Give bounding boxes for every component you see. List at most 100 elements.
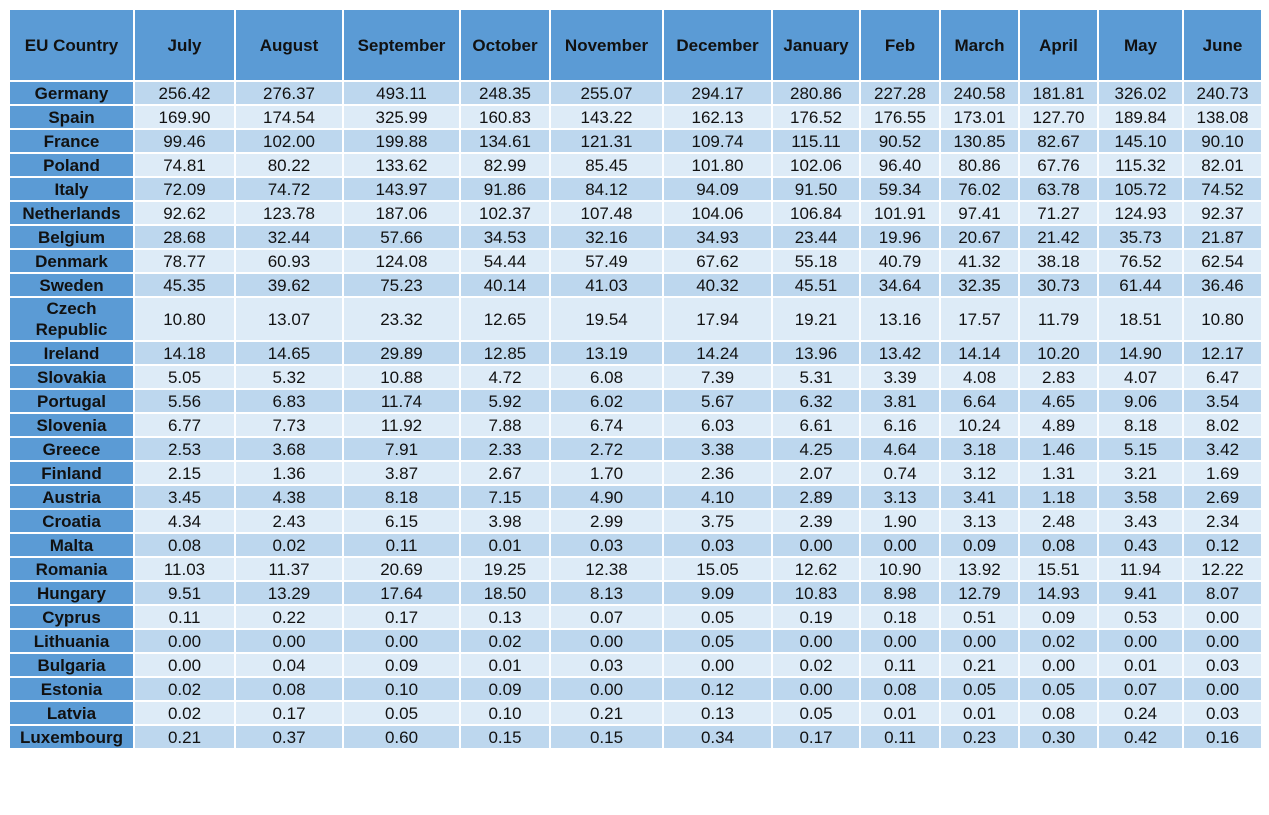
- value-cell: 0.01: [459, 532, 551, 558]
- header-cell: December: [662, 8, 773, 82]
- value-cell: 109.74: [662, 128, 773, 154]
- value-cell: 6.02: [549, 388, 664, 414]
- value-cell: 127.70: [1018, 104, 1099, 130]
- value-cell: 0.03: [549, 532, 664, 558]
- value-cell: 0.07: [1097, 676, 1184, 702]
- value-cell: 13.42: [859, 340, 941, 366]
- value-cell: 2.67: [459, 460, 551, 486]
- value-cell: 45.35: [133, 272, 236, 298]
- value-cell: 0.03: [549, 652, 664, 678]
- value-cell: 3.13: [939, 508, 1020, 534]
- country-cell: Romania: [8, 556, 135, 582]
- value-cell: 1.90: [859, 508, 941, 534]
- value-cell: 72.09: [133, 176, 236, 202]
- table-body: Germany 256.42 276.37 493.11 248.35 255.07 294…: [8, 80, 1263, 750]
- table-row: Romania 11.03 11.37 20.69 19.25 12.38 15.05 12.…: [8, 556, 1263, 582]
- value-cell: 106.84: [771, 200, 861, 226]
- table-row: Sweden 45.35 39.62 75.23 40.14 41.03 40.32 45.5…: [8, 272, 1263, 298]
- header-row: EU Country July August September October Nove…: [8, 8, 1263, 82]
- header-cell: July: [133, 8, 236, 82]
- value-cell: 3.81: [859, 388, 941, 414]
- value-cell: 12.62: [771, 556, 861, 582]
- value-cell: 7.39: [662, 364, 773, 390]
- value-cell: 74.52: [1182, 176, 1263, 202]
- value-cell: 0.01: [1097, 652, 1184, 678]
- country-cell: Ireland: [8, 340, 135, 366]
- value-cell: 0.09: [459, 676, 551, 702]
- value-cell: 67.76: [1018, 152, 1099, 178]
- value-cell: 1.18: [1018, 484, 1099, 510]
- value-cell: 10.80: [1182, 296, 1263, 342]
- value-cell: 20.69: [342, 556, 461, 582]
- country-cell: Bulgaria: [8, 652, 135, 678]
- value-cell: 2.43: [234, 508, 344, 534]
- value-cell: 32.16: [549, 224, 664, 250]
- value-cell: 11.79: [1018, 296, 1099, 342]
- value-cell: 2.07: [771, 460, 861, 486]
- value-cell: 40.79: [859, 248, 941, 274]
- value-cell: 41.03: [549, 272, 664, 298]
- value-cell: 0.11: [133, 604, 236, 630]
- value-cell: 40.32: [662, 272, 773, 298]
- value-cell: 0.00: [771, 628, 861, 654]
- value-cell: 11.74: [342, 388, 461, 414]
- value-cell: 32.35: [939, 272, 1020, 298]
- value-cell: 160.83: [459, 104, 551, 130]
- value-cell: 0.05: [342, 700, 461, 726]
- value-cell: 0.11: [859, 652, 941, 678]
- value-cell: 85.45: [549, 152, 664, 178]
- value-cell: 2.72: [549, 436, 664, 462]
- value-cell: 0.00: [234, 628, 344, 654]
- value-cell: 67.62: [662, 248, 773, 274]
- value-cell: 10.24: [939, 412, 1020, 438]
- value-cell: 0.37: [234, 724, 344, 750]
- value-cell: 13.92: [939, 556, 1020, 582]
- value-cell: 15.05: [662, 556, 773, 582]
- value-cell: 162.13: [662, 104, 773, 130]
- value-cell: 5.15: [1097, 436, 1184, 462]
- value-cell: 84.12: [549, 176, 664, 202]
- value-cell: 0.12: [1182, 532, 1263, 558]
- value-cell: 1.69: [1182, 460, 1263, 486]
- value-cell: 76.52: [1097, 248, 1184, 274]
- table-row: Luxembourg 0.21 0.37 0.60 0.15 0.15 0.34 0.17 0.…: [8, 724, 1263, 750]
- header-cell: Feb: [859, 8, 941, 82]
- value-cell: 7.15: [459, 484, 551, 510]
- value-cell: 133.62: [342, 152, 461, 178]
- country-cell: Lithuania: [8, 628, 135, 654]
- value-cell: 0.53: [1097, 604, 1184, 630]
- value-cell: 32.44: [234, 224, 344, 250]
- value-cell: 74.72: [234, 176, 344, 202]
- value-cell: 57.49: [549, 248, 664, 274]
- country-cell: Luxembourg: [8, 724, 135, 750]
- value-cell: 0.18: [859, 604, 941, 630]
- value-cell: 6.16: [859, 412, 941, 438]
- value-cell: 0.03: [662, 532, 773, 558]
- value-cell: 1.46: [1018, 436, 1099, 462]
- value-cell: 0.08: [234, 676, 344, 702]
- value-cell: 0.02: [1018, 628, 1099, 654]
- value-cell: 3.13: [859, 484, 941, 510]
- value-cell: 96.40: [859, 152, 941, 178]
- value-cell: 78.77: [133, 248, 236, 274]
- table-row: Slovenia 6.77 7.73 11.92 7.88 6.74 6.03 6.61 6.1…: [8, 412, 1263, 438]
- value-cell: 0.02: [133, 700, 236, 726]
- header-cell: August: [234, 8, 344, 82]
- value-cell: 187.06: [342, 200, 461, 226]
- country-cell: Sweden: [8, 272, 135, 298]
- value-cell: 2.69: [1182, 484, 1263, 510]
- value-cell: 0.15: [549, 724, 664, 750]
- value-cell: 0.03: [1182, 700, 1263, 726]
- value-cell: 0.16: [1182, 724, 1263, 750]
- value-cell: 325.99: [342, 104, 461, 130]
- value-cell: 176.52: [771, 104, 861, 130]
- value-cell: 8.13: [549, 580, 664, 606]
- value-cell: 0.05: [1018, 676, 1099, 702]
- value-cell: 0.05: [771, 700, 861, 726]
- value-cell: 2.83: [1018, 364, 1099, 390]
- value-cell: 8.98: [859, 580, 941, 606]
- value-cell: 104.06: [662, 200, 773, 226]
- value-cell: 92.37: [1182, 200, 1263, 226]
- value-cell: 0.42: [1097, 724, 1184, 750]
- table-row: Estonia 0.02 0.08 0.10 0.09 0.00 0.12 0.00 0.08 0…: [8, 676, 1263, 702]
